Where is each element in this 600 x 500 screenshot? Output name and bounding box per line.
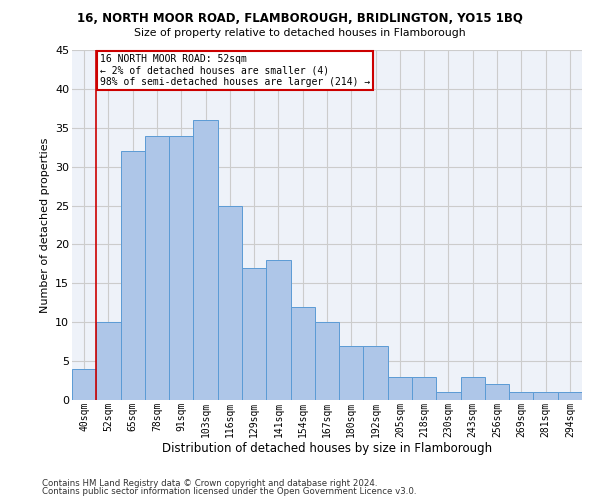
Bar (218, 206, 242, 400)
Bar (290, 306, 315, 400)
Text: 16, NORTH MOOR ROAD, FLAMBOROUGH, BRIDLINGTON, YO15 1BQ: 16, NORTH MOOR ROAD, FLAMBOROUGH, BRIDLI… (77, 12, 523, 26)
Bar (364, 346, 388, 400)
Bar (193, 120, 218, 400)
Bar (485, 384, 509, 400)
Bar (558, 392, 582, 400)
Text: 16 NORTH MOOR ROAD: 52sqm
← 2% of detached houses are smaller (4)
98% of semi-de: 16 NORTH MOOR ROAD: 52sqm ← 2% of detach… (100, 54, 370, 87)
Bar (436, 392, 461, 400)
Bar (96, 322, 121, 400)
Bar (533, 392, 558, 400)
Bar (315, 322, 339, 400)
Bar (266, 260, 290, 400)
Bar (145, 136, 169, 400)
Y-axis label: Number of detached properties: Number of detached properties (40, 138, 50, 312)
Bar (388, 376, 412, 400)
X-axis label: Distribution of detached houses by size in Flamborough: Distribution of detached houses by size … (162, 442, 492, 455)
Text: Contains HM Land Registry data © Crown copyright and database right 2024.: Contains HM Land Registry data © Crown c… (42, 478, 377, 488)
Bar (339, 346, 364, 400)
Text: Contains public sector information licensed under the Open Government Licence v3: Contains public sector information licen… (42, 487, 416, 496)
Bar (509, 392, 533, 400)
Bar (169, 136, 193, 400)
Bar (412, 376, 436, 400)
Bar (121, 151, 145, 400)
Bar (242, 268, 266, 400)
Bar (72, 369, 96, 400)
Text: Size of property relative to detached houses in Flamborough: Size of property relative to detached ho… (134, 28, 466, 38)
Bar (461, 376, 485, 400)
